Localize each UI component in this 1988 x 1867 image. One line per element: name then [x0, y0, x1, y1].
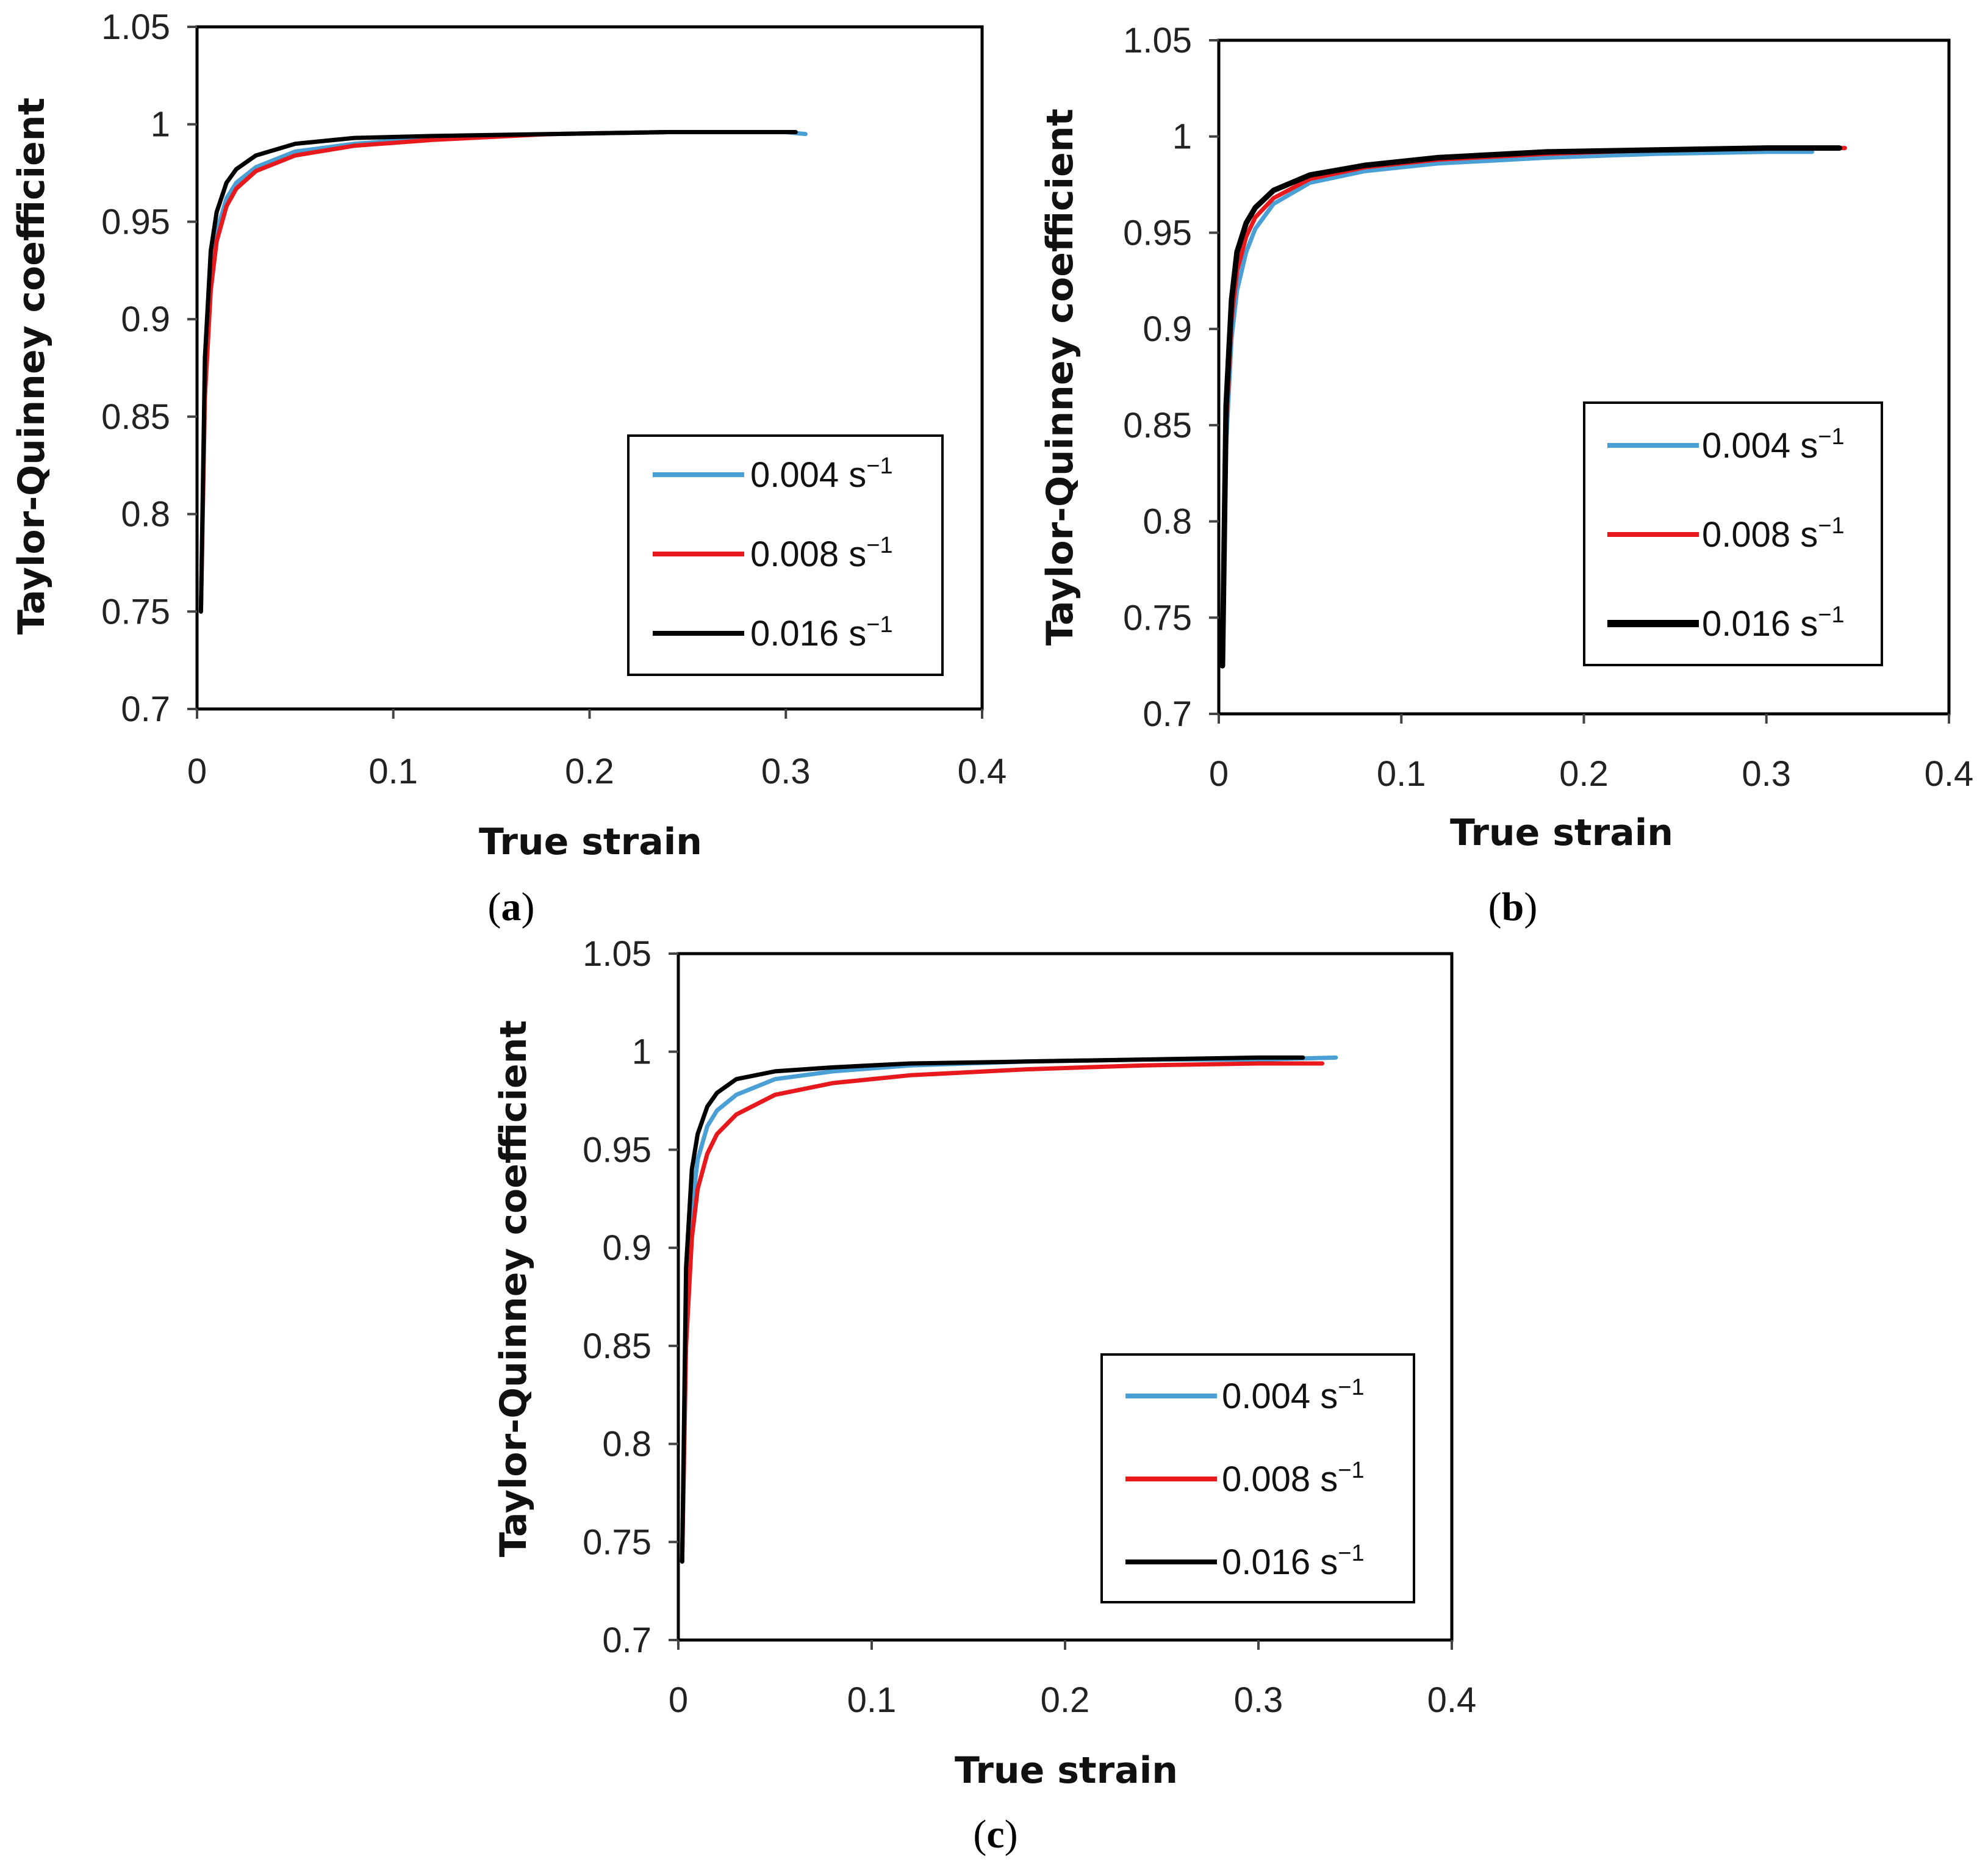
chart-panel-a: 0.7 0.75 0.8 0.85 0.9 0.95 1 1.05 0 0.1 0.2 0.3 0.4 T… [10, 7, 1007, 929]
x-tick-label: 0.3 [761, 752, 811, 791]
legend-label-0-008: 0.008 s−1 [1702, 513, 1845, 555]
legend: 0.004 s−1 0.008 s−1 0.016 s−1 [627, 434, 944, 676]
legend-label-0-004: 0.004 s−1 [1222, 1375, 1365, 1416]
legend: 0.004 s−1 0.008 s−1 0.016 s−1 [1583, 401, 1883, 666]
series-group [1219, 145, 1847, 669]
series-group [198, 130, 808, 614]
y-tick-label: 1.05 [583, 934, 651, 974]
x-tick-label: 0.2 [1559, 754, 1609, 794]
y-tick-label: 0.8 [121, 495, 170, 534]
legend-label-0-004: 0.004 s−1 [1702, 424, 1845, 466]
x-tick-label: 0.2 [565, 752, 614, 791]
y-tick-label: 0.7 [602, 1621, 651, 1660]
y-tick-label: 0.9 [602, 1228, 651, 1268]
y-tick-label: 0.95 [1123, 213, 1192, 253]
y-tick-label: 0.85 [1123, 406, 1192, 445]
x-tick-label: 0.1 [368, 752, 418, 791]
legend: 0.004 s−1 0.008 s−1 0.016 s−1 [1100, 1353, 1415, 1603]
x-tick-label: 0.1 [1377, 754, 1426, 794]
y-tick-label: 1.05 [101, 7, 170, 47]
y-tick-label: 0.85 [101, 397, 170, 437]
panel-label: (c) [973, 1812, 1017, 1857]
x-tick-label: 0.3 [1742, 754, 1791, 794]
x-tick-label: 0.1 [847, 1680, 897, 1720]
legend-label-0-004: 0.004 s−1 [750, 453, 893, 495]
x-axis-title: True strain [1450, 811, 1673, 854]
x-tick-label: 0.2 [1041, 1680, 1090, 1720]
y-tick-label: 1 [632, 1032, 651, 1072]
y-tick-label: 0.8 [1143, 502, 1192, 542]
legend-label-0-008: 0.008 s−1 [1222, 1458, 1365, 1499]
series-line-0-016 [198, 130, 798, 614]
series-group [680, 1055, 1338, 1564]
y-axis-title: Taylor-Quinney coefficient [492, 1020, 535, 1557]
y-axis-title: Taylor-Quinney coefficient [1039, 109, 1082, 646]
legend-label-0-016: 0.016 s−1 [1222, 1541, 1365, 1582]
y-tick-label: 0.9 [1143, 309, 1192, 349]
y-tick-label: 0.85 [583, 1326, 651, 1366]
legend-label-0-008: 0.008 s−1 [750, 533, 893, 574]
x-tick-label: 0 [187, 752, 207, 791]
series-line-0-008 [680, 1061, 1325, 1564]
x-tick-label: 0.4 [958, 752, 1007, 791]
x-tick-label: 0 [1209, 754, 1229, 794]
x-tick-label: 0.3 [1234, 1680, 1283, 1720]
y-tick-label: 0.8 [602, 1425, 651, 1464]
y-tick-label: 0.7 [121, 689, 170, 729]
x-axis-title: True strain [955, 1749, 1178, 1792]
y-tick-label: 1 [1172, 117, 1192, 157]
legend-label-0-016: 0.016 s−1 [1702, 602, 1845, 644]
y-tick-label: 1.05 [1123, 21, 1192, 60]
x-axis-title: True strain [479, 821, 702, 863]
series-line-0-016 [1219, 145, 1842, 669]
series-line-0-016 [680, 1055, 1305, 1564]
legend-label-0-016: 0.016 s−1 [750, 612, 893, 653]
x-tick-label: 0 [669, 1680, 688, 1720]
y-tick-label: 0.9 [121, 300, 170, 339]
x-tick-label: 0.4 [1925, 754, 1974, 794]
chart-panel-b: 0.7 0.75 0.8 0.85 0.9 0.95 1 1.05 0 0.1 0.2 0.3 0.4 T… [1039, 21, 1973, 929]
y-tick-label: 0.75 [1123, 598, 1192, 638]
y-tick-label: 1 [151, 105, 170, 145]
y-axis-title: Taylor-Quinney coefficient [10, 98, 53, 635]
chart-panel-c: 0.7 0.75 0.8 0.85 0.9 0.95 1 1.05 0 0.1 0.2 0.3 0.4 T… [492, 934, 1476, 1857]
y-tick-label: 0.95 [583, 1130, 651, 1170]
y-tick-label: 0.95 [101, 202, 170, 242]
y-tick-label: 0.75 [583, 1522, 651, 1562]
x-tick-label: 0.4 [1427, 1680, 1477, 1720]
y-tick-label: 0.75 [101, 592, 170, 631]
panel-label: (b) [1488, 885, 1538, 929]
y-tick-label: 0.7 [1143, 694, 1192, 734]
panel-label: (a) [488, 885, 535, 929]
